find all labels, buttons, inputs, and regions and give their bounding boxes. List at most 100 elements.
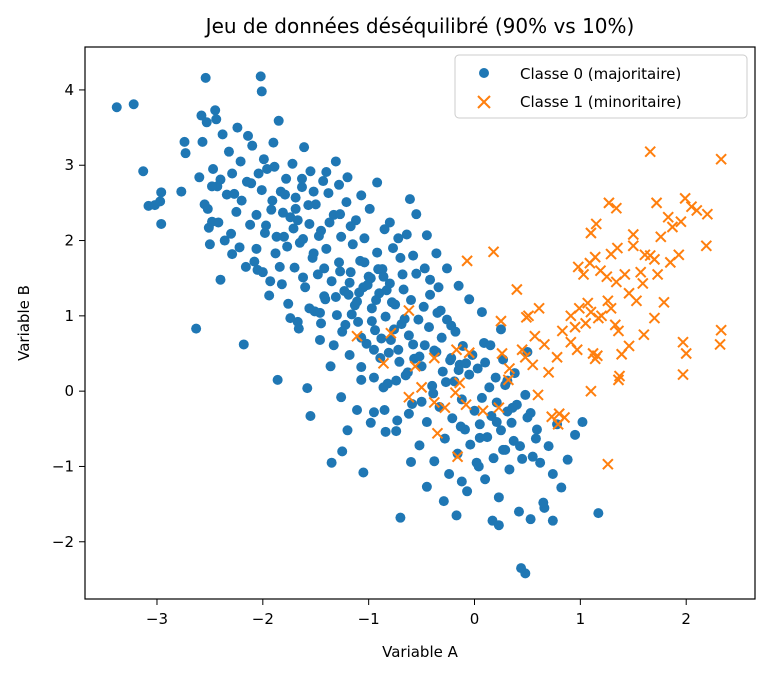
data-point-classe-0 [384,217,395,228]
data-point-classe-1 [351,330,363,342]
data-point-classe-0 [264,290,275,301]
data-point-classe-0 [353,316,364,327]
data-point-classe-0 [547,468,558,479]
data-point-classe-1 [585,227,597,239]
data-point-classe-0 [464,369,475,380]
data-point-classe-0 [472,363,483,374]
data-point-classe-0 [267,195,278,206]
data-point-classe-0 [380,311,391,322]
data-point-classe-0 [345,221,356,232]
data-point-classe-0 [386,297,397,308]
data-point-classe-0 [375,353,386,364]
data-point-classe-0 [200,72,211,83]
y-tick-label: 0 [64,382,74,400]
data-point-classe-0 [321,243,332,254]
data-point-classe-1 [453,377,466,389]
data-point-classe-0 [232,122,243,133]
data-point-classe-0 [380,426,391,437]
data-point-classe-0 [326,276,337,287]
data-point-classe-0 [271,231,282,242]
data-point-classe-1 [666,221,679,233]
data-point-classe-0 [547,515,558,526]
data-point-classe-1 [496,347,508,360]
x-tick-label: 0 [470,610,480,628]
data-point-classe-0 [428,388,439,399]
data-point-classe-0 [366,303,377,314]
data-point-classe-0 [298,234,309,245]
data-point-classe-0 [256,185,267,196]
data-point-classe-1 [439,402,451,414]
data-point-classe-1 [527,359,539,371]
data-point-classe-1 [623,340,635,352]
data-point-classe-0 [379,224,390,235]
data-point-classe-0 [359,233,370,244]
data-point-classe-0 [556,482,567,493]
data-point-classe-0 [368,372,379,383]
data-point-classe-0 [276,279,287,290]
data-point-classe-0 [394,356,405,367]
data-point-classe-1 [511,283,523,296]
data-point-classe-1 [650,197,663,209]
data-point-classe-0 [287,158,298,169]
data-point-classe-0 [260,220,271,231]
data-point-classe-0 [362,279,373,290]
data-point-classe-0 [427,380,438,391]
series-0 [111,71,604,579]
legend-box [454,54,748,119]
data-point-classe-0 [439,433,450,444]
data-point-classe-1 [532,389,544,401]
data-point-classe-0 [343,289,354,300]
data-point-classe-0 [298,272,309,283]
data-point-classe-0 [433,282,444,293]
data-point-classe-0 [246,178,257,189]
data-point-classe-0 [340,319,351,330]
data-point-classe-0 [447,413,458,424]
data-point-classe-0 [444,468,455,479]
data-point-classe-0 [277,207,288,218]
data-point-classe-0 [259,228,270,239]
data-point-classe-0 [334,179,345,190]
x-axis-label: Variable A [382,643,459,661]
data-point-classe-0 [368,407,379,418]
data-point-classe-0 [451,510,462,521]
data-point-classe-0 [513,506,524,517]
data-point-classe-1 [503,362,516,375]
data-point-classe-0 [383,347,394,358]
data-point-classe-0 [381,285,392,296]
data-point-classe-1 [610,202,623,214]
data-point-classe-0 [328,340,339,351]
data-point-classe-0 [495,425,506,436]
data-point-classe-0 [252,264,263,275]
data-point-classe-0 [215,174,226,185]
data-point-classe-0 [231,206,242,217]
data-point-classe-0 [493,492,504,503]
data-point-classe-0 [437,366,448,377]
data-point-classe-0 [474,432,485,443]
data-point-classe-0 [293,323,304,334]
data-point-classe-1 [542,366,555,379]
data-point-classe-0 [391,375,402,386]
data-point-classe-0 [431,248,442,259]
data-point-classe-0 [393,233,404,244]
data-point-classe-1 [700,240,713,252]
data-point-classe-0 [319,263,330,274]
data-point-classe-0 [403,330,414,341]
data-point-classe-0 [392,415,403,426]
data-point-classe-0 [296,182,307,193]
data-point-classe-0 [272,374,283,385]
data-point-classe-0 [414,351,425,362]
data-point-classe-1 [522,310,535,322]
data-point-classe-1 [571,344,583,356]
legend-label-classe-0: Classe 0 (majoritaire) [520,65,681,83]
x-axis: −3 −2 −1 0 1 2 [146,599,691,628]
data-point-classe-0 [219,235,230,246]
data-point-classe-0 [440,377,451,388]
data-point-classe-0 [453,365,464,376]
data-point-classe-0 [504,464,515,475]
plot-area [111,71,727,579]
data-point-classe-0 [525,407,536,418]
data-point-classe-1 [463,347,475,359]
data-point-classe-0 [364,203,375,214]
data-point-classe-0 [273,115,284,126]
